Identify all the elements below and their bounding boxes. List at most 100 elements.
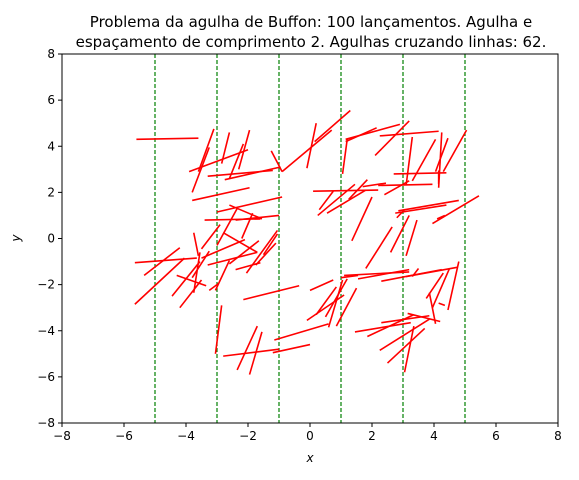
y-tick-label: 6: [47, 93, 55, 107]
needle-59: [191, 250, 210, 279]
needle-84: [344, 271, 410, 277]
needle-52: [245, 229, 279, 274]
needle-69: [179, 279, 203, 309]
needle-72: [223, 348, 280, 357]
needle-61: [134, 257, 197, 264]
parallel-lines: [154, 54, 466, 423]
needle-39: [436, 214, 446, 220]
chart-title-line2: espaçamento de comprimento 2. Agulhas cr…: [76, 33, 547, 51]
needle-1: [136, 137, 199, 141]
needle-76: [274, 323, 329, 341]
needle-13: [281, 129, 333, 173]
y-tick-label: 8: [47, 47, 55, 61]
needle-44: [365, 226, 393, 269]
needle-67: [235, 261, 261, 271]
needle-90: [425, 272, 444, 299]
x-tick-label: 4: [430, 429, 438, 443]
needle-4: [197, 128, 215, 172]
x-tick-label: −6: [115, 429, 133, 443]
needle-50: [222, 232, 258, 254]
needle-79: [315, 286, 337, 316]
x-tick-label: 8: [554, 429, 562, 443]
needle-20: [345, 123, 401, 141]
needle-75: [272, 343, 311, 354]
needle-36: [395, 204, 447, 214]
needle-99: [386, 327, 426, 364]
needle-100: [403, 325, 415, 373]
needle-35: [318, 190, 334, 211]
x-tick-label: 2: [368, 429, 376, 443]
needle-16: [341, 139, 348, 175]
needle-37: [398, 199, 459, 212]
needle-66: [214, 260, 231, 291]
needle-63: [134, 257, 185, 305]
needle-85: [357, 268, 410, 280]
needle-56: [207, 251, 258, 266]
needle-47: [229, 204, 263, 220]
y-tick-label: 0: [47, 232, 55, 246]
needle-23: [405, 136, 414, 186]
needle-49: [216, 208, 238, 246]
chart-title-line1: Problema da agulha de Buffon: 100 lançam…: [90, 13, 532, 31]
needle-34: [326, 189, 367, 214]
needle-65: [176, 274, 207, 287]
x-tick-label: −8: [53, 429, 71, 443]
needles: [134, 109, 480, 375]
needle-97: [367, 313, 415, 338]
needle-12: [270, 150, 283, 172]
needle-32: [348, 179, 368, 200]
needle-15: [314, 109, 351, 143]
needle-6: [228, 143, 245, 179]
needle-78: [306, 294, 345, 322]
y-axis-label: y: [9, 234, 23, 243]
needle-53: [262, 233, 279, 256]
needle-54: [228, 240, 260, 265]
needle-14: [306, 123, 317, 169]
needle-96: [354, 321, 411, 333]
needle-38: [432, 195, 480, 225]
needle-60: [192, 232, 200, 256]
needle-71: [214, 305, 223, 354]
needle-10: [192, 186, 250, 202]
needle-29: [442, 129, 468, 173]
x-axis-ticks: −8 −6 −4 −2 0 2 4 6 8: [53, 423, 562, 443]
x-tick-label: −4: [177, 429, 195, 443]
needle-51: [241, 212, 254, 239]
needle-33: [362, 182, 387, 188]
needle-77: [309, 279, 334, 292]
needle-22: [374, 120, 410, 157]
needle-42: [396, 209, 406, 219]
needle-43: [351, 196, 373, 242]
needle-48: [200, 224, 221, 250]
needle-68: [243, 285, 300, 301]
needle-58: [192, 252, 201, 293]
needle-81: [327, 279, 344, 328]
needle-73: [236, 325, 259, 371]
x-axis-label: x: [305, 451, 314, 465]
needle-83: [340, 274, 359, 279]
needle-11: [216, 196, 283, 213]
y-tick-label: −8: [37, 416, 55, 430]
needle-91: [428, 292, 437, 324]
needle-25: [434, 137, 449, 172]
needle-7: [237, 129, 251, 170]
needle-5: [220, 132, 231, 164]
needle-41: [389, 215, 410, 253]
needle-98: [379, 318, 430, 352]
needle-70: [208, 282, 220, 292]
needle-40: [405, 219, 418, 257]
plot-frame: [61, 53, 559, 424]
needle-80: [324, 278, 348, 318]
needle-74: [248, 331, 263, 375]
needle-17: [313, 189, 379, 193]
needle-92: [438, 302, 446, 307]
needle-31: [384, 180, 410, 196]
needle-21: [379, 130, 439, 137]
y-tick-label: −6: [37, 370, 55, 384]
x-tick-label: 0: [306, 429, 314, 443]
y-axis-ticks: −8 −6 −4 −2 0 2 4 6 8: [37, 47, 62, 430]
needle-24: [411, 138, 437, 182]
y-tick-label: 2: [47, 185, 55, 199]
needle-30: [378, 183, 433, 187]
